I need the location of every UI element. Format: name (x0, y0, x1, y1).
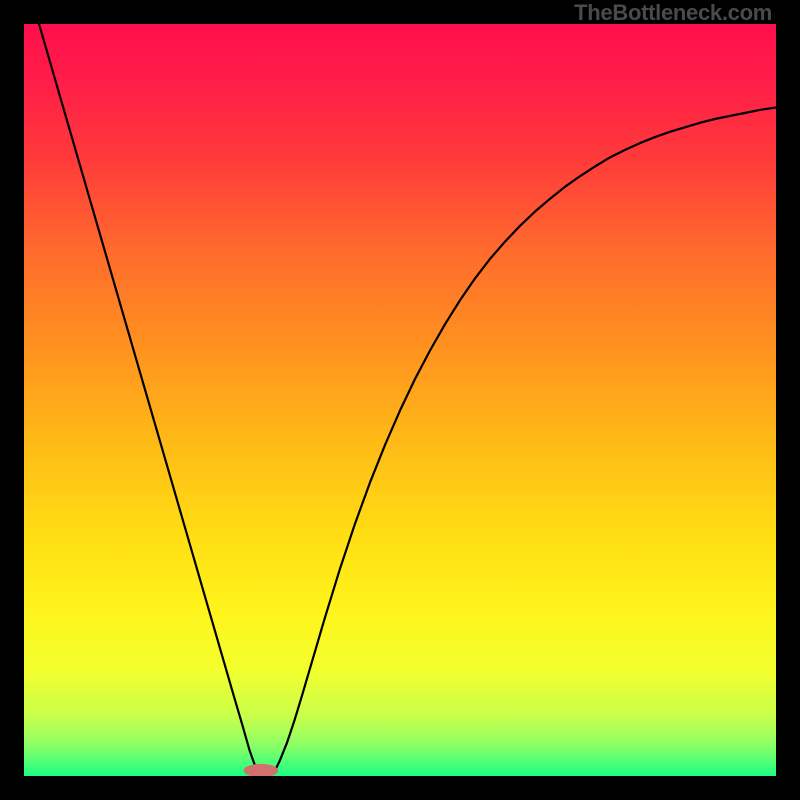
plot-svg (24, 24, 776, 776)
plot-area (24, 24, 776, 776)
chart-frame: TheBottleneck.com (0, 0, 800, 800)
plot-background (24, 24, 776, 776)
watermark-text: TheBottleneck.com (574, 0, 772, 26)
